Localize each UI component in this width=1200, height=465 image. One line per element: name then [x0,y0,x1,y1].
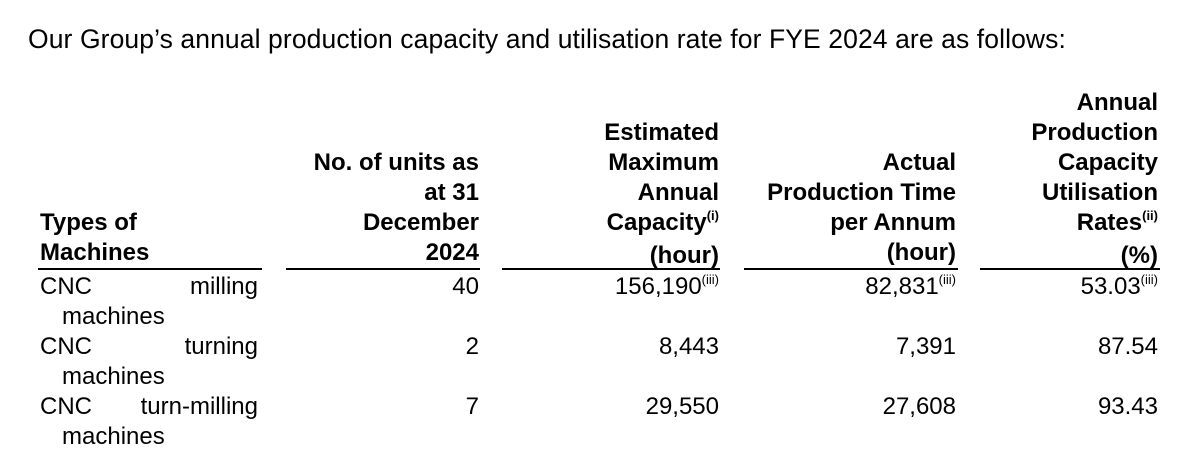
header-line: (hour) [649,242,719,269]
header-rule [980,268,1160,270]
machine-name-word: CNC [40,333,92,360]
header-line: (hour) [886,239,956,266]
header-line: Types of [40,209,137,236]
table-cell-rate: 53.03(iii) [1081,272,1158,305]
header-line: Production Time [767,179,956,206]
header-line: Utilisation [1041,179,1158,206]
header-machine-type: Types of Machines [40,208,149,268]
header-line: Actual [882,149,956,176]
footnote-ref: (iii) [701,272,719,287]
machine-name-word: machines [62,423,165,450]
header-units: No. of units as at 31 December 2024 [314,148,479,268]
header-line: Capacity(i) [604,208,719,241]
machine-name-word: turning [184,333,258,360]
header-line: Capacity [1057,149,1158,176]
table-cell-capacity: 29,550 [645,393,719,420]
header-actual: Actual Production Time per Annum (hour) [767,148,956,268]
header-line: 2024 [425,239,479,266]
header-line: Production [1031,119,1158,146]
cell-value: 53.03 [1080,273,1141,300]
machine-name-word: machines [62,363,165,390]
header-rule [38,268,262,270]
header-line: per Annum [830,209,956,236]
table-cell-capacity: 8,443 [658,333,719,360]
machine-name-word: CNC [40,273,92,300]
table-row-machine-name: CNC turning machines [40,332,258,392]
table-row-machine-name: CNC turn-milling machines [40,392,258,452]
table-cell-actual: 82,831(iii) [865,272,956,305]
header-line: Annual [1076,89,1158,116]
table-cell-rate: 93.43 [1097,393,1158,420]
cell-value: 82,831 [865,273,939,300]
header-line: at 31 [424,179,479,206]
footnote-ref: (ii) [1142,208,1158,223]
cell-value: 156,190 [614,273,702,300]
header-word: Rates [1076,209,1143,236]
intro-text: Our Group’s annual production capacity a… [28,24,1066,54]
table-cell-capacity: 156,190(iii) [615,272,719,305]
table-cell-units: 7 [465,393,479,420]
table-cell-actual: 27,608 [882,393,956,420]
header-capacity: Estimated Maximum Annual Capacity(i) (ho… [604,118,719,271]
machine-name-word: CNC [40,393,92,420]
header-line: (%) [1120,242,1158,269]
machine-name-word: milling [189,273,258,300]
header-rule [502,268,720,270]
header-rule [286,268,480,270]
header-line: Annual [637,179,719,206]
header-rates: Annual Production Capacity Utilisation R… [1031,88,1158,271]
machine-name-word: machines [62,303,165,330]
footnote-ref: (iii) [1140,272,1158,287]
header-line: Maximum [608,149,719,176]
table-row-machine-name: CNC milling machines [40,272,258,332]
header-line: Estimated [604,119,719,146]
footnote-ref: (i) [706,208,719,223]
machine-name-word: turn-milling [140,393,258,420]
table-cell-units: 2 [465,333,479,360]
header-line: December [362,209,479,236]
table-cell-rate: 87.54 [1097,333,1158,360]
header-line: No. of units as [313,149,479,176]
header-word: Capacity [606,209,707,236]
header-rule [744,268,958,270]
header-line: Machines [40,239,150,266]
footnote-ref: (iii) [938,272,956,287]
table-cell-units: 40 [452,273,479,300]
header-line: Rates(ii) [1031,208,1158,241]
table-cell-actual: 7,391 [895,333,956,360]
